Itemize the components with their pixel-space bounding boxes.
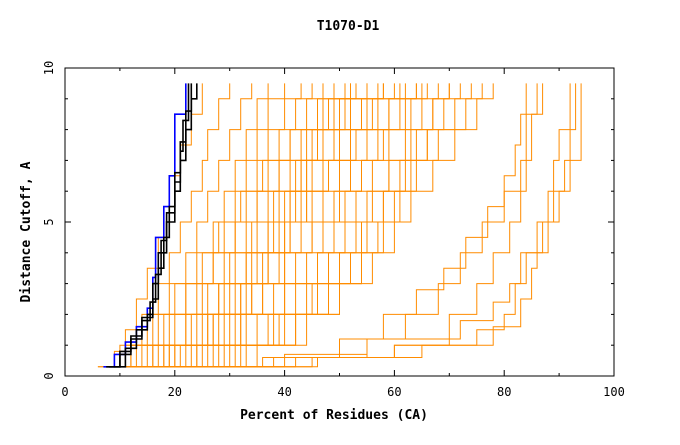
x-tick-label-60: 60 <box>387 385 401 399</box>
y-axis-label: Distance Cutoff, A <box>19 161 34 302</box>
axes: 0 20 40 60 80 100 0 5 10 <box>42 61 625 399</box>
chart-title: T1070-D1 <box>317 19 380 34</box>
series-line-15 <box>119 83 368 368</box>
x-tick-label-40: 40 <box>277 385 291 399</box>
series-line-2 <box>114 83 198 368</box>
series-line-38 <box>191 83 571 368</box>
x-tick-label-80: 80 <box>497 385 511 399</box>
series-line-7 <box>114 83 269 368</box>
series-line-24 <box>114 83 351 368</box>
y-tick-label-0: 0 <box>42 372 56 379</box>
x-axis-label: Percent of Residues (CA) <box>240 408 428 423</box>
x-tick-label-20: 20 <box>168 385 182 399</box>
y-tick-label-10: 10 <box>42 61 56 75</box>
series-line-37 <box>196 83 544 368</box>
series-line-4 <box>97 83 203 368</box>
series-line-32 <box>119 83 401 368</box>
series-line-12 <box>141 83 335 368</box>
series-line-26 <box>136 83 423 368</box>
series-line-1 <box>108 83 193 368</box>
x-tick-label-0: 0 <box>61 385 68 399</box>
series-line-16 <box>130 83 379 368</box>
plot-lines <box>97 83 582 368</box>
series-line-0 <box>103 83 187 368</box>
series-line-39 <box>191 83 577 368</box>
series-line-40 <box>185 83 582 368</box>
series-line-27 <box>147 83 450 368</box>
y-tick-label-5: 5 <box>42 218 56 225</box>
series-line-21 <box>158 83 439 368</box>
series-line-19 <box>147 83 417 368</box>
series-line-28 <box>158 83 472 368</box>
series-line-33 <box>130 83 417 368</box>
series-line-30 <box>169 83 494 368</box>
series-line-3 <box>106 83 190 368</box>
x-tick-label-100: 100 <box>603 385 625 399</box>
series-line-6 <box>108 83 253 368</box>
series-line-41 <box>196 83 527 368</box>
series-line-35 <box>97 83 351 368</box>
